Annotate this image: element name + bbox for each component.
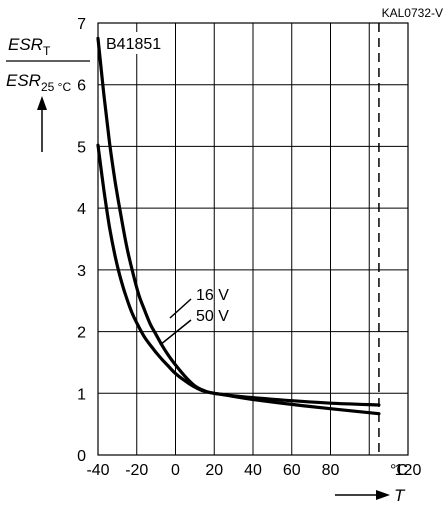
y-tick-label: 0 <box>77 448 86 465</box>
series-50v-leader <box>159 319 192 346</box>
series-label-16v: 16 V <box>196 287 229 304</box>
x-tick-label: -40 <box>86 462 109 479</box>
x-tick-label: 40 <box>244 462 262 479</box>
y-label-denominator: ESR25 °C <box>6 71 71 94</box>
x-axis-arrow-head <box>376 490 390 500</box>
part-number-background <box>104 32 168 54</box>
y-tick-label: 4 <box>77 201 86 218</box>
x-tick-label: -20 <box>125 462 148 479</box>
x-unit-label: °C <box>390 462 408 479</box>
part-number: B41851 <box>106 36 161 53</box>
drawing-code: KAL0732-V <box>382 6 443 20</box>
series-16v-leader <box>169 298 192 319</box>
series-line-50v <box>96 143 381 416</box>
x-tick-label: 60 <box>283 462 301 479</box>
y-tick-label: 3 <box>77 263 86 280</box>
y-label-numerator: ESRT <box>8 35 51 58</box>
y-tick-label: 5 <box>77 139 86 156</box>
y-tick-label: 2 <box>77 325 86 342</box>
y-axis-arrow-head <box>37 96 47 110</box>
grid <box>97 22 409 456</box>
x-tick-label: 0 <box>171 462 180 479</box>
y-tick-label: 1 <box>77 386 86 403</box>
y-tick-label: 6 <box>77 78 86 95</box>
x-tick-label: 80 <box>322 462 340 479</box>
y-tick-label: 7 <box>77 16 86 33</box>
x-tick-label: 120 <box>395 462 422 479</box>
y-tick-labels: 0 1 2 3 4 5 6 7 <box>77 16 86 465</box>
plot-frame <box>97 22 409 456</box>
x-tick-labels: -40 -20 0 20 40 60 80 120 <box>86 462 421 479</box>
x-axis-label: T <box>394 486 406 505</box>
curves <box>96 36 381 416</box>
series-label-50v: 50 V <box>196 308 229 325</box>
x-tick-label: 20 <box>205 462 223 479</box>
series-line-16v <box>96 36 381 407</box>
